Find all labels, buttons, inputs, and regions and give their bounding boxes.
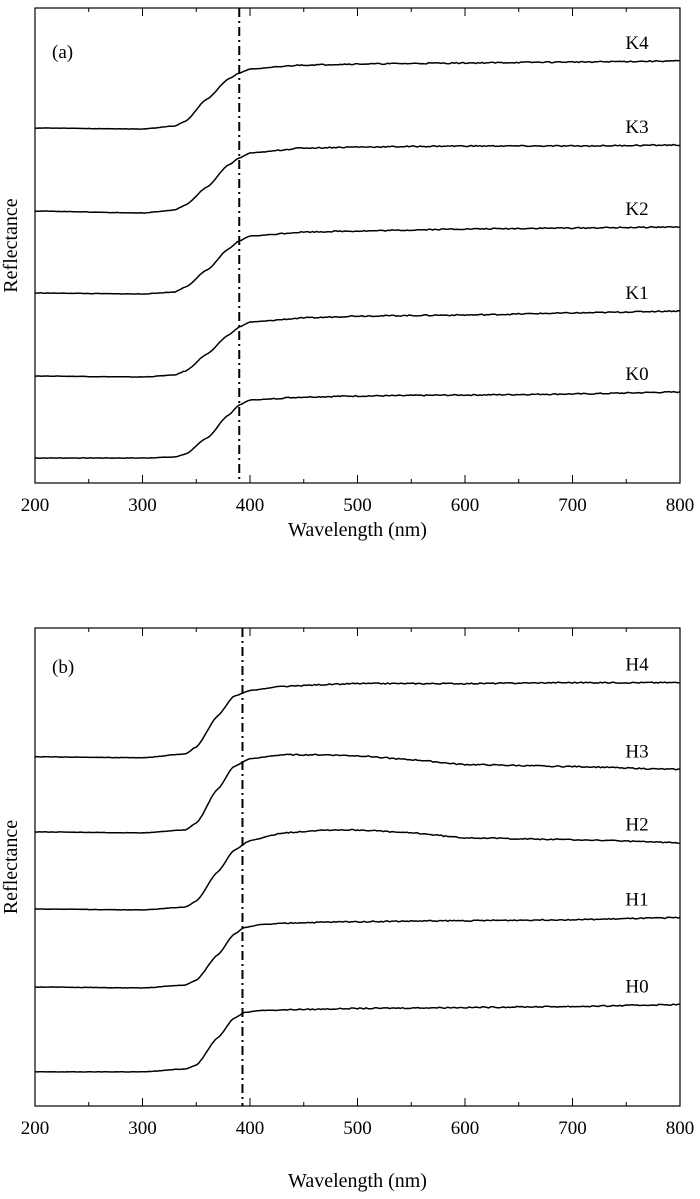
series-label-k2: K2 xyxy=(625,199,648,220)
panel-label: (a) xyxy=(52,42,73,63)
x-tick-label: 700 xyxy=(558,495,587,516)
panel-label: (b) xyxy=(52,657,74,678)
series-label-k3: K3 xyxy=(625,117,648,138)
x-tick-label: 800 xyxy=(666,495,695,516)
x-tick-label: 300 xyxy=(128,495,157,516)
x-tick-label: 300 xyxy=(128,1118,157,1139)
x-tick-label: 200 xyxy=(21,1118,50,1139)
spectrum-curve-k4 xyxy=(34,59,681,130)
spectrum-curve-h1 xyxy=(35,916,680,989)
x-tick-label: 500 xyxy=(343,1118,372,1139)
panel-a: 200 300 400 500 600 700 800 Wavelength (nm) Refl… xyxy=(0,7,695,541)
y-axis-title: Reflectance xyxy=(0,198,22,292)
x-axis-title: Wavelength (nm) xyxy=(288,1170,427,1192)
plot-frame xyxy=(34,627,681,1107)
y-axis-title: Reflectance xyxy=(0,820,22,914)
series-label-h2: H2 xyxy=(625,815,648,836)
series-label-h3: H3 xyxy=(625,741,648,762)
spectrum-curve-h0 xyxy=(34,1003,681,1073)
x-tick-label: 400 xyxy=(236,495,265,516)
x-tick-label: 500 xyxy=(343,495,372,516)
x-tick-label: 400 xyxy=(236,1118,265,1139)
spectrum-curve-k1 xyxy=(34,309,681,378)
spectrum-curve-k3 xyxy=(35,143,680,214)
spectrum-curve-h3 xyxy=(34,753,680,834)
panel-b: 200 300 400 500 600 700 800 Wavelength (nm) Refl… xyxy=(0,627,695,1192)
x-axis-title: Wavelength (nm) xyxy=(288,519,427,541)
spectrum-curve-k0 xyxy=(35,390,681,459)
series-label-h1: H1 xyxy=(625,890,648,911)
series-label-k0: K0 xyxy=(625,364,648,385)
series-label-h4: H4 xyxy=(625,655,649,676)
spectrum-curve-k2 xyxy=(34,226,681,295)
series-label-k4: K4 xyxy=(625,33,649,54)
plot-frame xyxy=(34,7,681,484)
x-tick-label: 800 xyxy=(666,1118,695,1139)
series-label-k1: K1 xyxy=(625,283,648,304)
spectrum-curve-h4 xyxy=(34,681,680,759)
x-tick-label: 600 xyxy=(451,495,480,516)
x-tick-label: 600 xyxy=(451,1118,480,1139)
series-label-h0: H0 xyxy=(625,977,648,998)
spectrum-curve-h2 xyxy=(34,828,681,911)
x-tick-label: 200 xyxy=(21,495,50,516)
x-tick-label: 700 xyxy=(558,1118,587,1139)
